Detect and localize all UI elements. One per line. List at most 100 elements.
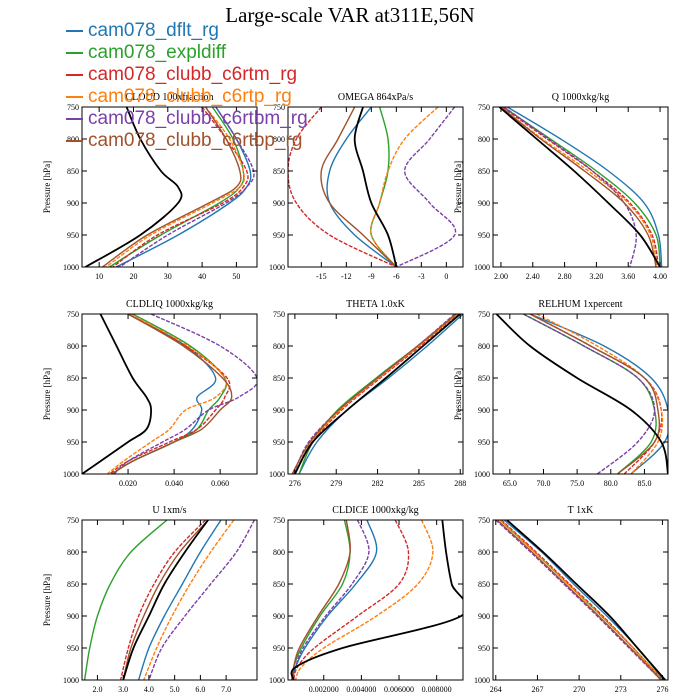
series-line (291, 520, 370, 680)
series-line (109, 107, 245, 267)
series-line (495, 314, 668, 474)
series-line (143, 520, 235, 680)
chart-panel: OMEGA 864xPa/s -15 -12 -9 -6 -3 0 750 800 850 900 9… (269, 92, 464, 281)
legend-swatch (66, 52, 83, 54)
x-tick-label: 4.00 (653, 272, 667, 281)
series-line (536, 314, 664, 474)
x-tick-label: 3.60 (621, 272, 635, 281)
y-tick-label: 750 (478, 310, 490, 319)
legend-label: cam078_clubb_c6rtbm_rg (88, 108, 308, 129)
panel-title: THETA 1.0xK (346, 299, 405, 310)
legend-swatch (66, 30, 83, 32)
y-tick-label: 750 (478, 516, 490, 525)
series-line (506, 107, 663, 267)
series-group (290, 520, 463, 680)
series-line (502, 107, 661, 267)
x-tick-label: 0.008000 (422, 685, 452, 694)
legend-label: cam078_clubb_c6rtm_rg (88, 64, 298, 85)
series-line (122, 520, 209, 680)
x-tick-label: 2.00 (494, 272, 508, 281)
series-group (495, 520, 666, 680)
y-tick-label: 750 (273, 103, 285, 112)
series-line (499, 520, 663, 680)
series-line (506, 520, 666, 680)
series-line (292, 314, 456, 474)
legend-item: cam078_clubb_c6rtbm_rg (66, 108, 308, 130)
y-tick-label: 750 (67, 516, 79, 525)
y-tick-label: 850 (67, 580, 79, 589)
y-tick-label: 900 (478, 406, 490, 415)
chart-panel: Q 1000xkg/kg 2.00 2.40 2.80 3.20 3.60 4.00 750 8… (453, 92, 669, 281)
y-tick-label: 800 (273, 135, 285, 144)
y-tick-label: 950 (67, 438, 79, 447)
y-tick-label: 900 (478, 612, 490, 621)
y-tick-label: 850 (273, 374, 285, 383)
x-tick-label: 3.20 (589, 272, 603, 281)
series-line (522, 314, 657, 474)
y-tick-label: 1000 (474, 470, 490, 479)
series-group (288, 107, 457, 267)
series-group (83, 520, 256, 680)
x-tick-label: 3.0 (118, 685, 128, 694)
x-tick-label: 40 (198, 272, 206, 281)
series-line (290, 520, 463, 680)
x-tick-label: -12 (341, 272, 352, 281)
series-line (495, 520, 662, 680)
y-tick-label: 950 (273, 644, 285, 653)
x-tick-label: 0.060 (211, 479, 229, 488)
panel-frame (81, 519, 258, 681)
y-tick-label: 900 (478, 199, 490, 208)
y-axis-label: Pressure [hPa] (453, 368, 463, 420)
panel-title: CLDICE 1000xkg/kg (332, 505, 418, 516)
x-tick-label: 50 (232, 272, 240, 281)
y-tick-label: 1000 (474, 263, 490, 272)
y-tick-label: 900 (273, 406, 285, 415)
y-tick-label: 800 (478, 135, 490, 144)
y-axis-label: Pressure [hPa] (42, 574, 52, 626)
panel-title: Q 1000xkg/kg (552, 92, 610, 103)
series-line (320, 107, 397, 267)
y-axis-label: Pressure [hPa] (42, 368, 52, 420)
x-tick-label: 288 (454, 479, 466, 488)
x-tick-label: 2.0 (92, 685, 102, 694)
y-tick-label: 750 (273, 516, 285, 525)
legend-item: cam078_clubb_c6rtbp_rg (66, 130, 308, 152)
x-tick-label: 80.0 (604, 479, 618, 488)
series-line (496, 520, 662, 680)
panel-title: T 1xK (568, 505, 594, 516)
series-line (291, 520, 378, 680)
y-tick-label: 950 (273, 438, 285, 447)
chart-panel: T 1xK 264 267 270 273 276 750 800 850 900 950 1000 (474, 505, 669, 694)
x-tick-label: -6 (393, 272, 400, 281)
series-line (529, 314, 661, 474)
x-tick-label: -9 (368, 272, 375, 281)
y-tick-label: 950 (273, 231, 285, 240)
y-axis-label: Pressure [hPa] (42, 161, 52, 213)
panel-frame (287, 106, 464, 268)
panel-frame (492, 313, 669, 475)
panel-frame (81, 313, 258, 475)
x-tick-label: 276 (289, 479, 301, 488)
series-line (294, 520, 434, 680)
x-tick-label: 0 (444, 272, 448, 281)
series-line (395, 107, 457, 267)
y-tick-label: 1000 (63, 676, 79, 685)
legend-label: cam078_clubb_c6rtp_rg (88, 86, 292, 107)
legend-item: cam078_dflt_rg (66, 20, 308, 42)
x-tick-label: 5.0 (170, 685, 180, 694)
y-tick-label: 900 (273, 199, 285, 208)
series-group (82, 314, 257, 474)
x-tick-label: 65.0 (503, 479, 517, 488)
panel-title: OMEGA 864xPa/s (338, 92, 413, 103)
y-tick-label: 800 (67, 548, 79, 557)
legend-swatch (66, 140, 83, 142)
chart-panel: CLDICE 1000xkg/kg 0.002000 0.004000 0.00600… (269, 505, 464, 694)
panel-frame (492, 519, 669, 681)
y-tick-label: 800 (478, 342, 490, 351)
series-line (109, 314, 231, 474)
legend-swatch (66, 96, 83, 98)
legend-label: cam078_clubb_c6rtbp_rg (88, 130, 303, 151)
y-tick-label: 800 (273, 548, 285, 557)
chart-panel: THETA 1.0xK 276 279 282 285 288 750 800 850 900 95… (269, 299, 466, 488)
